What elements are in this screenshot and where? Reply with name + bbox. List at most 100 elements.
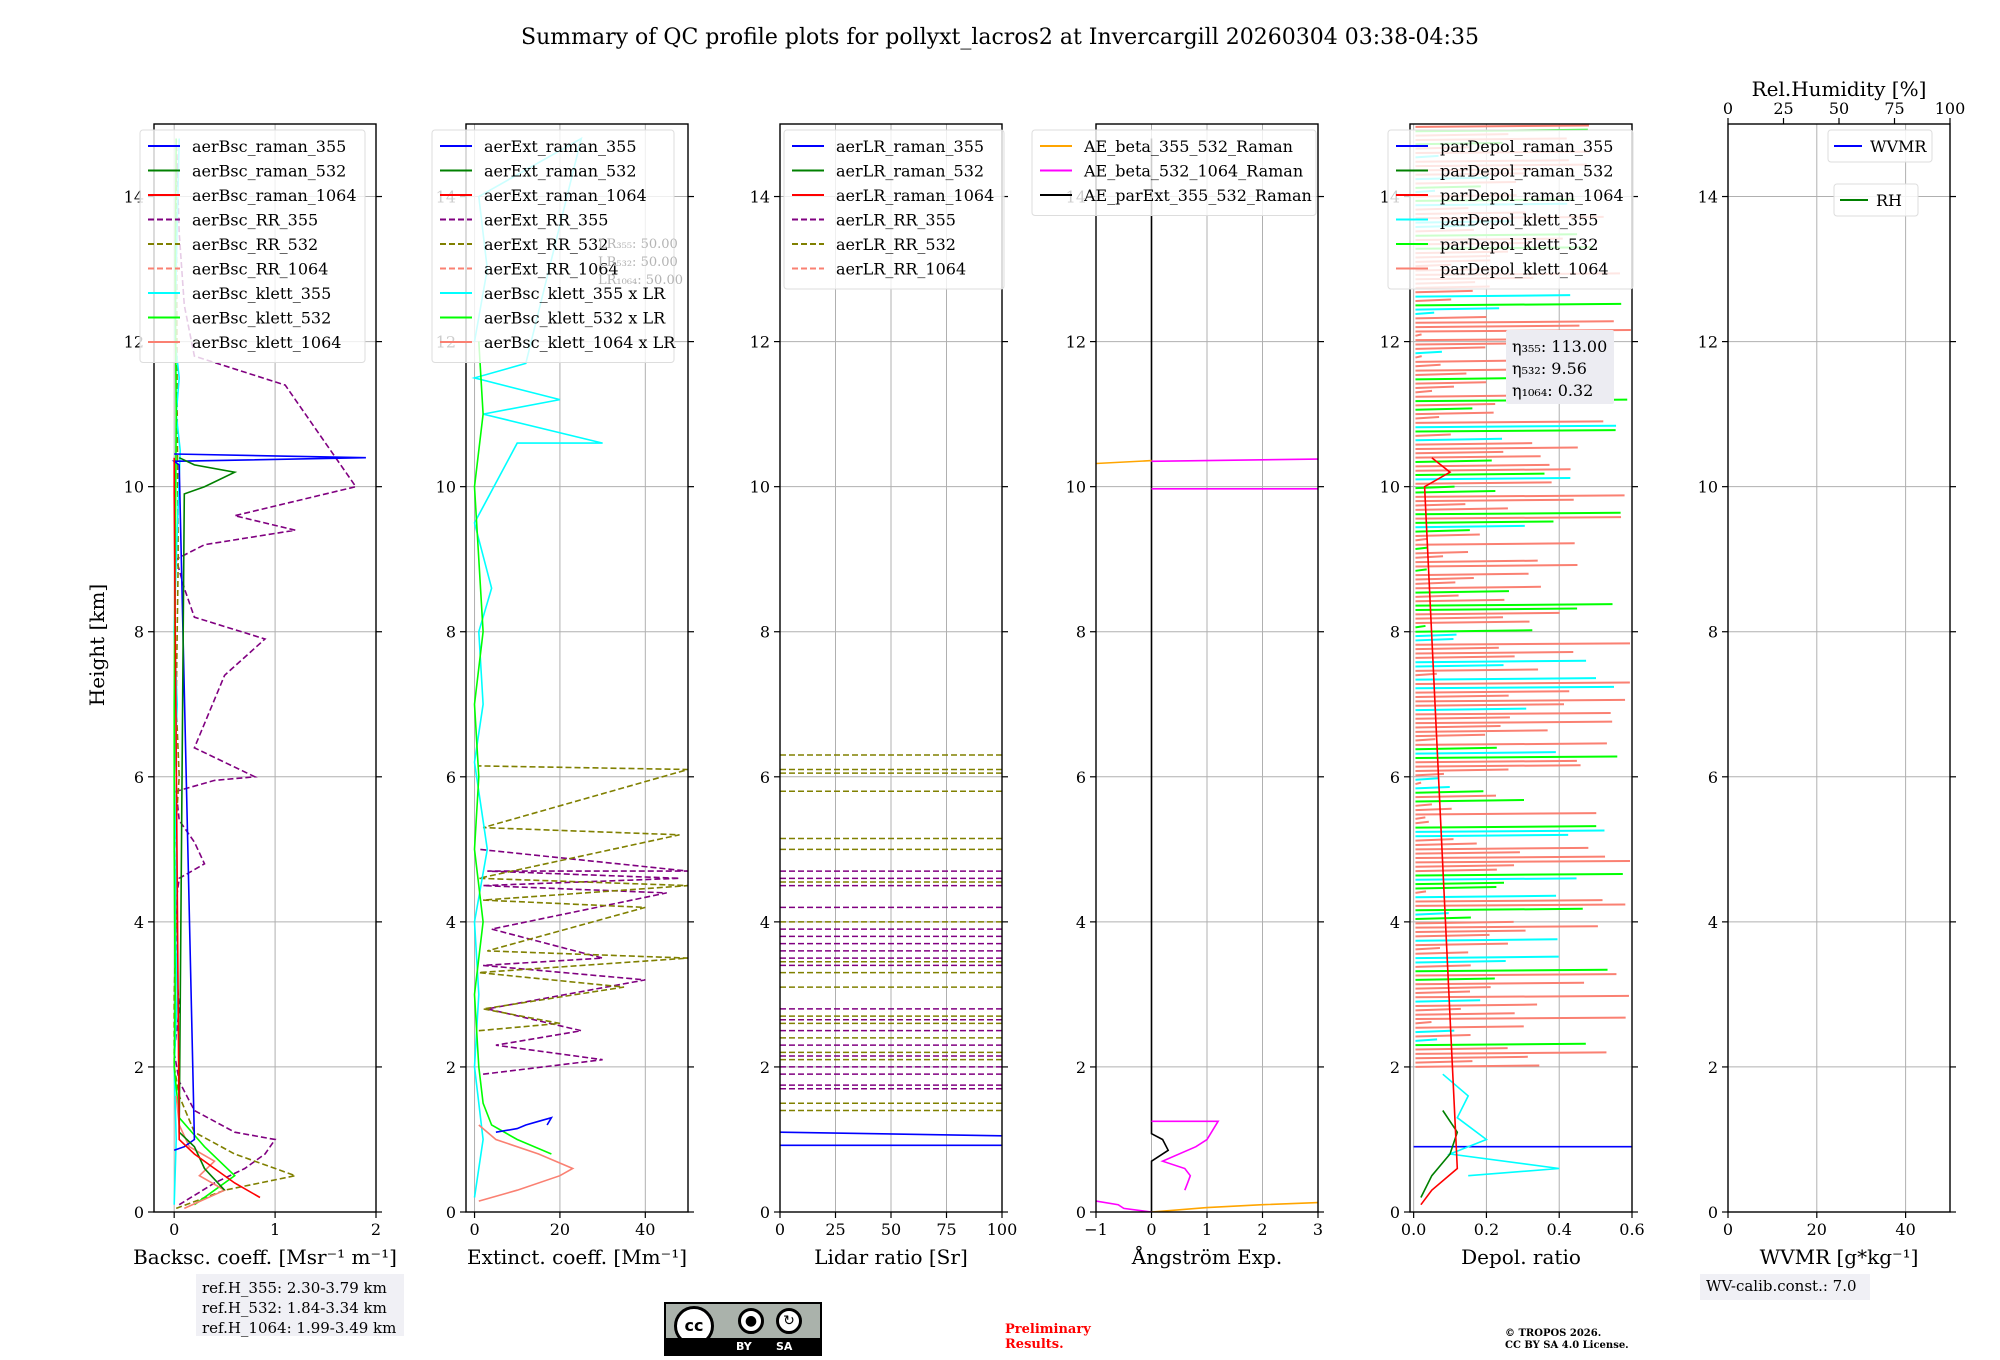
series-AE_beta_532_1064_Raman_10	[1151, 458, 1318, 463]
depol-noise-line	[1415, 533, 1480, 537]
depol-noise-line	[1415, 829, 1605, 833]
depol-noise-line	[1415, 859, 1631, 864]
share-alike-icon: ↻	[776, 1308, 802, 1334]
depol-noise-line	[1415, 907, 1583, 912]
depol-noise-line	[1415, 764, 1581, 768]
depol-noise-line	[1415, 733, 1486, 738]
y-tick-label-bsc: 8	[134, 623, 144, 642]
depol-noise-line	[1415, 946, 1441, 951]
x-tick-label-bsc: 1	[270, 1220, 280, 1239]
depol-noise-line	[1415, 981, 1585, 986]
x-tick-label-lr: 75	[936, 1220, 956, 1239]
series-aerBsc_klett_1064 x LR	[478, 1124, 575, 1202]
legend-box-wv	[1833, 183, 1919, 217]
depol-noise-line	[1415, 311, 1435, 316]
depol-noise-line	[1415, 960, 1506, 964]
y-tick-label-depol: 8	[1390, 623, 1400, 642]
depol-noise-line	[1415, 1055, 1528, 1060]
depol-noise-line	[1415, 964, 1471, 968]
preliminary-note: Preliminary Results.	[1005, 1322, 1091, 1352]
legend-entry-aerBsc_klett_355 x LR: aerBsc_klett_355 x LR	[484, 284, 666, 303]
depol-noise-line	[1415, 620, 1530, 625]
depol-noise-line	[1415, 433, 1451, 437]
x-tick-label-ext: 0	[469, 1220, 479, 1239]
depol-noise-line	[1415, 485, 1455, 490]
y-tick-label-wv: 14	[1698, 188, 1718, 207]
depol-noise-line	[1415, 559, 1538, 564]
y-tick-label-wv: 12	[1698, 333, 1718, 352]
plot-area-ae	[1096, 138, 1318, 1212]
depol-noise-line	[1415, 990, 1471, 994]
depol-noise-line	[1415, 933, 1490, 938]
y-tick-label-bsc: 6	[134, 768, 144, 787]
depol-noise-line	[1415, 855, 1606, 860]
depol-noise-line	[1415, 812, 1597, 816]
depol-noise-line	[1415, 637, 1454, 642]
legend-entry-aerBsc_raman_355: aerBsc_raman_355	[192, 137, 346, 156]
depol-noise-line	[1415, 999, 1481, 1003]
depol-noise-line	[1415, 315, 1487, 320]
depol-noise-line	[1415, 938, 1558, 942]
x-tick-label-ae: 3	[1313, 1220, 1323, 1239]
depol-noise-line	[1415, 794, 1497, 799]
x-tick-label-bsc: 2	[371, 1220, 381, 1239]
depol-noise-line	[1415, 407, 1473, 411]
series-aerBsc_raman_532	[178, 456, 238, 1191]
depol-noise-line	[1415, 690, 1570, 694]
x-tick-label-ae: 1	[1202, 1220, 1212, 1239]
depol-noise-line	[1415, 564, 1578, 568]
y-tick-label-ae: 8	[1076, 623, 1086, 642]
depol-noise-line	[1415, 363, 1441, 368]
lr-annotation: LR₅₃₂: 50.00	[598, 255, 678, 270]
legend-entry-aerBsc_klett_355: aerBsc_klett_355	[192, 284, 331, 303]
depol-noise-line	[1415, 1029, 1455, 1034]
panel-lr: 0 25 50 75 100 0 2 4 6 8 10 12 14 Lidar ratio [Sr] aer…	[750, 123, 1017, 1269]
depol-noise-line	[1415, 994, 1629, 999]
preliminary-line-2: Results.	[1005, 1337, 1064, 1352]
depol-noise-line	[1415, 803, 1432, 807]
cc-by-label: BY	[736, 1340, 752, 1353]
depol-noise-line	[1415, 603, 1613, 607]
depol-noise-line	[1415, 481, 1552, 485]
series-parDepol_raman_1064	[1420, 457, 1459, 1206]
legend-entry-aerLR_RR_532: aerLR_RR_532	[836, 235, 956, 254]
legend-entry-aerLR_RR_355: aerLR_RR_355	[836, 211, 956, 230]
depol-noise-line	[1415, 472, 1545, 477]
legend-entry-aerExt_raman_532: aerExt_raman_532	[484, 162, 637, 181]
y-tick-label-ext: 6	[446, 768, 456, 787]
y-tick-label-wv: 6	[1708, 768, 1718, 787]
depol-noise-line	[1415, 703, 1565, 707]
y-tick-label-lr: 14	[750, 188, 770, 207]
depol-noise-line	[1415, 716, 1510, 720]
x-tick-label-depol: 0.2	[1474, 1220, 1499, 1239]
depol-noise-line	[1415, 790, 1484, 794]
ref-height-532: ref.H_532: 1.84-3.34 km	[202, 1299, 387, 1317]
series-aerBsc_raman_355	[171, 453, 366, 1152]
panel-ae: −1012302468101214Ångström Exp.AE_beta_35…	[1031, 123, 1324, 1269]
legend-entry-AE_parExt_355_532_Raman: AE_parExt_355_532_Raman	[1083, 186, 1312, 205]
series-aerBsc_RR_532	[173, 160, 299, 1210]
depol-noise-line	[1415, 768, 1509, 772]
depol-noise-line	[1415, 442, 1533, 446]
depol-noise-line	[1415, 381, 1487, 385]
wv-calibration-box: WV-calib.const.: 7.0	[1700, 1274, 1870, 1300]
depol-noise-line	[1415, 942, 1508, 947]
plot-area-lr	[780, 754, 1002, 1147]
depol-noise-line	[1415, 616, 1504, 620]
legend-entry-aerLR_raman_532: aerLR_raman_532	[836, 162, 984, 181]
depol-noise-line	[1415, 677, 1597, 681]
copyright-line-1: © TROPOS 2026.	[1505, 1328, 1602, 1339]
y-tick-label-ae: 6	[1076, 768, 1086, 787]
axes-frame-wv	[1727, 123, 1951, 1213]
depol-noise-line	[1415, 920, 1514, 925]
depol-noise-line	[1415, 838, 1454, 842]
depol-noise-line	[1415, 437, 1503, 442]
axes-frame-depol	[1409, 123, 1633, 1213]
y-tick-label-lr: 6	[760, 768, 770, 787]
eta-annotation: η₅₃₂: 9.56	[1512, 359, 1587, 378]
cc-sa-label: SA	[776, 1340, 793, 1353]
legend-entry-AE_beta_355_532_Raman: AE_beta_355_532_Raman	[1083, 137, 1293, 156]
depol-noise-line	[1415, 742, 1607, 746]
y-tick-label-bsc: 2	[134, 1058, 144, 1077]
